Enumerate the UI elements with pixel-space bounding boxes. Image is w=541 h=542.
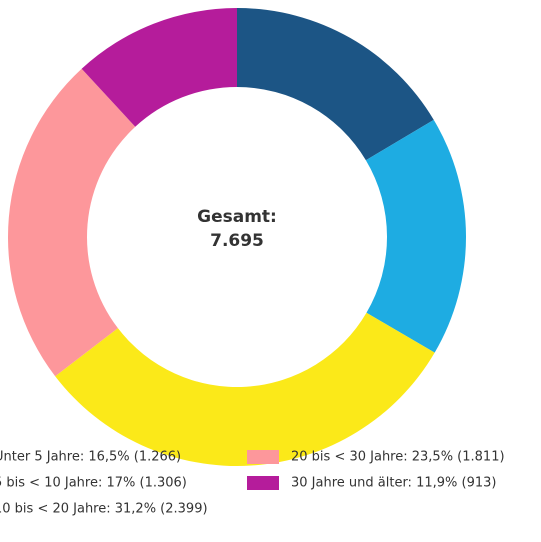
legend-label: 20 bis < 30 Jahre: 23,5% (1.811) [291,450,505,465]
center-label: Gesamt: [197,207,277,227]
donut-slice [8,68,136,377]
legend-label: 30 Jahre und älter: 11,9% (913) [291,476,496,491]
donut-slice [237,8,434,161]
legend-label: 10 bis < 20 Jahre: 31,2% (2.399) [0,502,208,517]
donut-slice [81,8,238,127]
legend-swatch [247,476,279,490]
legend-label: Unter 5 Jahre: 16,5% (1.266) [0,450,181,465]
legend-label: 5 bis < 10 Jahre: 17% (1.306) [0,476,187,491]
legend-swatch [247,450,279,464]
donut-slice [365,119,466,353]
donut-slice [55,312,435,466]
center-label: 7.695 [210,231,264,251]
